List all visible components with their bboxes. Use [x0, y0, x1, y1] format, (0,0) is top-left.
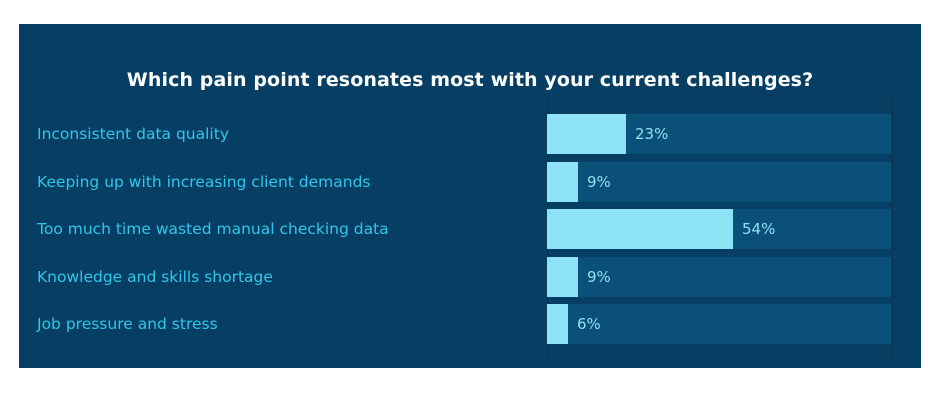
chart-panel: Which pain point resonates most with you… [19, 24, 921, 368]
category-label: Knowledge and skills shortage [37, 267, 273, 286]
bar-row: Too much time wasted manual checking dat… [19, 209, 921, 249]
bar-track: 54% [547, 209, 891, 249]
category-label: Inconsistent data quality [37, 125, 229, 143]
value-label: 23% [635, 125, 669, 143]
bar-track: 23% [547, 114, 891, 154]
bar-row: Job pressure and stress 6% [19, 304, 921, 344]
category-label: Keeping up with increasing client demand… [37, 172, 371, 191]
bar-track: 9% [547, 161, 891, 202]
bar-track: 9% [547, 256, 891, 297]
value-label: 9% [587, 267, 611, 286]
bar-row: Knowledge and skills shortage 9% [19, 256, 921, 297]
bar-track: 6% [547, 304, 891, 344]
bar [547, 161, 578, 202]
bar [547, 304, 568, 344]
bar-row: Keeping up with increasing client demand… [19, 161, 921, 202]
bar [547, 209, 733, 249]
chart-title: Which pain point resonates most with you… [126, 69, 814, 91]
value-label: 9% [587, 172, 611, 191]
bar-row: Inconsistent data quality 23% [19, 114, 921, 154]
category-label: Job pressure and stress [37, 315, 218, 333]
category-label: Too much time wasted manual checking dat… [37, 220, 389, 238]
value-label: 6% [577, 315, 601, 333]
value-label: 54% [742, 220, 776, 238]
bar [547, 256, 578, 297]
bar [547, 114, 626, 154]
